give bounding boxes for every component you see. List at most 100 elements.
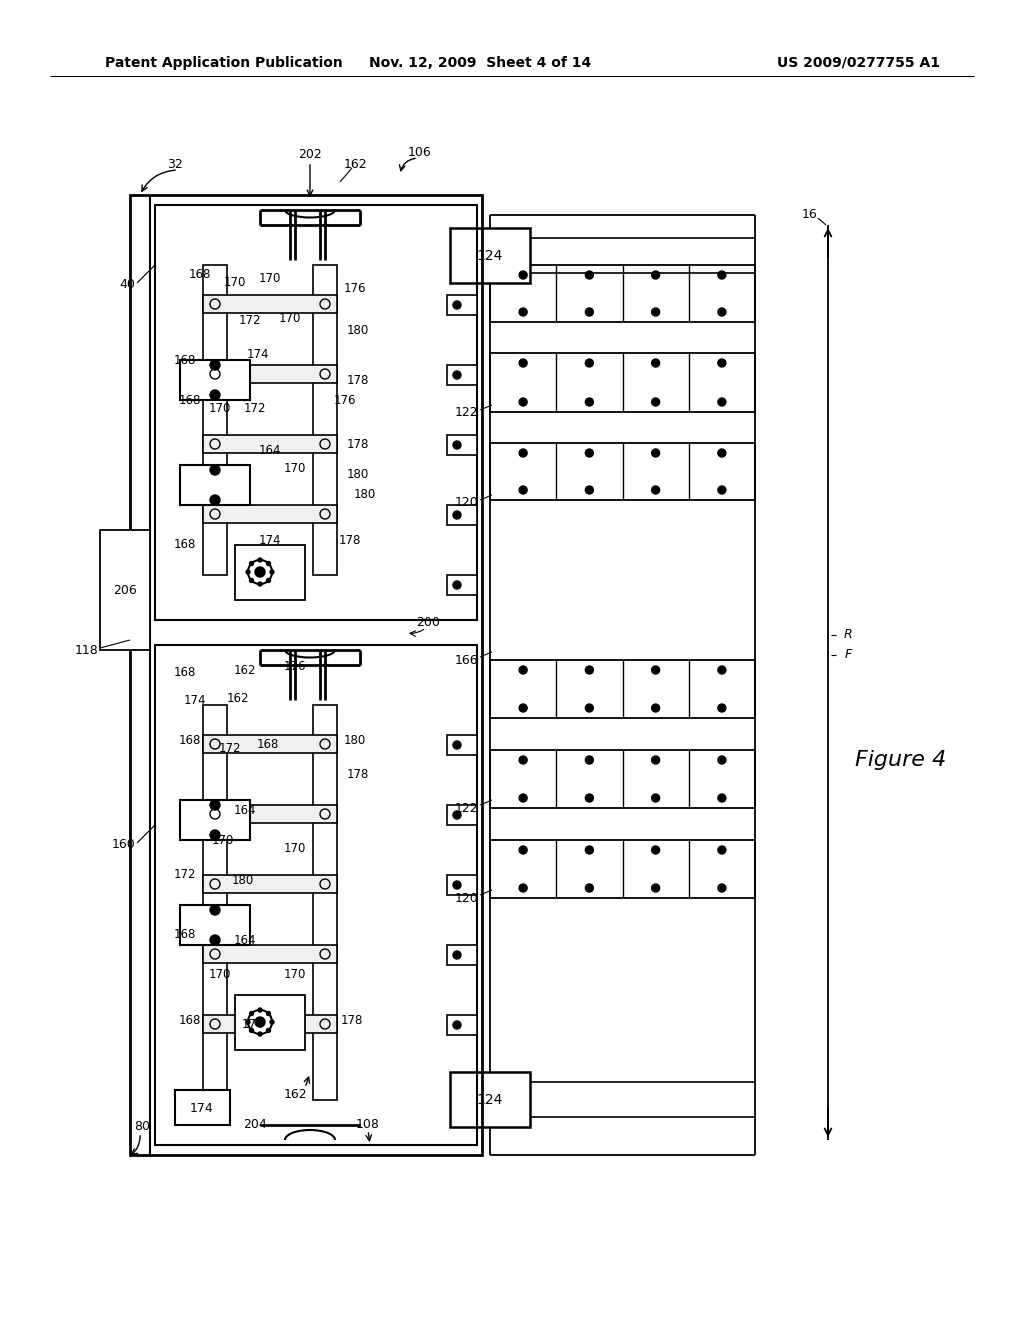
- Text: 174: 174: [247, 348, 269, 362]
- Bar: [180, 360, 250, 400]
- Circle shape: [255, 568, 265, 577]
- Circle shape: [519, 884, 527, 892]
- Text: 202: 202: [298, 149, 322, 161]
- Bar: [234, 545, 305, 601]
- Bar: [203, 705, 227, 1100]
- Text: 180: 180: [344, 734, 367, 747]
- Text: US 2009/0277755 A1: US 2009/0277755 A1: [777, 55, 940, 70]
- Circle shape: [651, 756, 659, 764]
- Text: 162: 162: [226, 692, 249, 705]
- Bar: [490, 352, 755, 412]
- Circle shape: [210, 830, 220, 840]
- Bar: [203, 805, 337, 822]
- Circle shape: [453, 371, 461, 379]
- Text: 168: 168: [174, 354, 197, 367]
- Circle shape: [519, 449, 527, 457]
- Text: Figure 4: Figure 4: [855, 750, 946, 770]
- Text: 168: 168: [174, 928, 197, 941]
- Bar: [203, 366, 337, 383]
- Text: 32: 32: [167, 158, 183, 172]
- Text: 164: 164: [259, 444, 282, 457]
- Circle shape: [258, 1032, 262, 1036]
- Bar: [490, 660, 755, 718]
- Bar: [203, 436, 337, 453]
- Text: 174: 174: [190, 1101, 214, 1114]
- Text: 200: 200: [416, 615, 440, 628]
- Bar: [100, 531, 150, 649]
- Circle shape: [586, 846, 593, 854]
- Circle shape: [210, 906, 220, 915]
- Text: 180: 180: [347, 469, 369, 482]
- Circle shape: [210, 360, 220, 370]
- Bar: [234, 995, 305, 1049]
- Bar: [203, 945, 337, 964]
- Circle shape: [718, 308, 726, 315]
- Text: 178: 178: [347, 374, 370, 387]
- Text: 120: 120: [455, 891, 478, 904]
- Circle shape: [250, 1028, 254, 1032]
- Text: 106: 106: [409, 145, 432, 158]
- Text: R: R: [844, 628, 852, 642]
- Circle shape: [210, 495, 220, 506]
- Text: Patent Application Publication: Patent Application Publication: [105, 55, 343, 70]
- Circle shape: [258, 1008, 262, 1012]
- Bar: [490, 750, 755, 808]
- Circle shape: [519, 846, 527, 854]
- Circle shape: [250, 1011, 254, 1015]
- Text: Nov. 12, 2009  Sheet 4 of 14: Nov. 12, 2009 Sheet 4 of 14: [369, 55, 591, 70]
- Circle shape: [519, 704, 527, 711]
- Circle shape: [270, 1020, 274, 1024]
- Circle shape: [453, 511, 461, 519]
- Circle shape: [718, 756, 726, 764]
- Circle shape: [718, 795, 726, 803]
- Circle shape: [266, 578, 270, 582]
- Text: 176: 176: [334, 393, 356, 407]
- Text: 170: 170: [284, 842, 306, 854]
- Text: 170: 170: [279, 312, 301, 325]
- Circle shape: [255, 1016, 265, 1027]
- Circle shape: [519, 795, 527, 803]
- Text: 40: 40: [119, 279, 135, 292]
- Circle shape: [651, 704, 659, 711]
- Bar: [447, 875, 477, 895]
- Circle shape: [718, 271, 726, 279]
- Text: 124: 124: [477, 1093, 503, 1106]
- Circle shape: [453, 950, 461, 960]
- Circle shape: [718, 704, 726, 711]
- Text: 170: 170: [284, 462, 306, 474]
- Circle shape: [246, 570, 250, 574]
- Bar: [155, 645, 477, 1144]
- Text: 178: 178: [347, 768, 370, 781]
- Bar: [447, 436, 477, 455]
- Circle shape: [210, 800, 220, 810]
- Text: 162: 162: [343, 158, 367, 172]
- Bar: [490, 840, 755, 898]
- Circle shape: [586, 756, 593, 764]
- Circle shape: [718, 359, 726, 367]
- Text: 180: 180: [347, 323, 369, 337]
- Circle shape: [519, 486, 527, 494]
- Text: 172: 172: [219, 742, 242, 755]
- Text: 164: 164: [233, 933, 256, 946]
- Bar: [447, 1015, 477, 1035]
- Bar: [203, 875, 337, 894]
- Circle shape: [586, 486, 593, 494]
- Text: 118: 118: [75, 644, 98, 656]
- Circle shape: [718, 486, 726, 494]
- Circle shape: [586, 667, 593, 675]
- Circle shape: [258, 582, 262, 586]
- Circle shape: [266, 1011, 270, 1015]
- Circle shape: [651, 359, 659, 367]
- Text: 120: 120: [455, 496, 478, 510]
- Circle shape: [250, 561, 254, 565]
- Bar: [180, 906, 250, 945]
- Text: 168: 168: [174, 667, 197, 680]
- Text: 206: 206: [113, 583, 137, 597]
- Circle shape: [586, 359, 593, 367]
- Text: 180: 180: [231, 874, 254, 887]
- Text: 160: 160: [112, 838, 135, 851]
- Circle shape: [519, 271, 527, 279]
- Bar: [490, 265, 755, 322]
- Text: 108: 108: [356, 1118, 380, 1131]
- Text: 168: 168: [179, 734, 201, 747]
